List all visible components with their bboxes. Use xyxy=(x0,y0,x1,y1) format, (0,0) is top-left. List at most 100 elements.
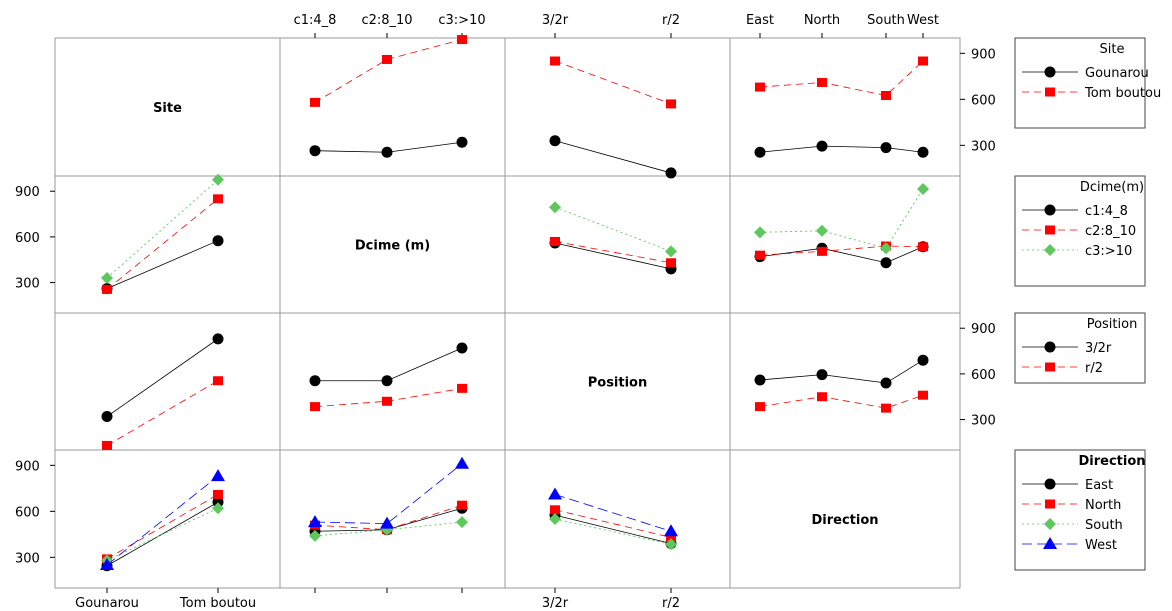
y-tick-label-300: 300 xyxy=(15,551,40,566)
point-c3-10-south xyxy=(880,242,892,255)
series-line-east xyxy=(554,514,672,544)
point-c3-10-r-2 xyxy=(665,245,677,258)
y-tick-label-300: 300 xyxy=(15,277,40,292)
y-tick-label-300: 300 xyxy=(971,414,996,429)
legend-entry-c3-10: c3:>10 xyxy=(1085,244,1132,259)
legend-entry-r-2: r/2 xyxy=(1085,361,1103,376)
legend-title-direction: Direction xyxy=(1078,454,1145,469)
point-c2-8-10-west xyxy=(918,242,928,252)
legend-entry-c2-8-10: c2:8_10 xyxy=(1085,224,1136,239)
point-r-2-gounarou xyxy=(102,440,112,450)
top-tick-label-c1-4-8: c1:4_8 xyxy=(294,13,337,28)
panel-r2-c0 xyxy=(54,312,281,451)
point-gounarou-east xyxy=(754,146,766,158)
point-south-3-2r xyxy=(549,513,561,525)
point-south-r-2 xyxy=(665,538,677,551)
series-line-west xyxy=(314,463,463,525)
series-line-c3-10 xyxy=(106,179,219,279)
point-west-c1-4-8 xyxy=(308,515,322,528)
factor-label-site: Site xyxy=(153,101,182,116)
legend-box-site xyxy=(1014,37,1146,129)
point-tom-boutou-c2-8-10 xyxy=(382,54,392,64)
point-r-2-east xyxy=(755,402,765,412)
point-tom-boutou-south xyxy=(881,91,891,100)
legend-title-dcime-m: Dcime(m) xyxy=(1080,180,1144,195)
legend-marker-west xyxy=(1043,537,1057,549)
point-west-tom-boutou xyxy=(211,469,225,482)
series-line-west xyxy=(106,475,219,566)
point-tom-boutou-r-2 xyxy=(666,99,676,109)
series-line-c2-8-10 xyxy=(759,245,924,256)
point-r-2-c1-4-8 xyxy=(310,402,320,412)
legend-marker-east xyxy=(1044,478,1056,490)
point-c3-10-north xyxy=(816,224,828,237)
point-south-tom-boutou xyxy=(212,502,224,515)
point-north-3-2r xyxy=(550,505,560,515)
point-r-2-c2-8-10 xyxy=(382,396,392,406)
point-north-tom-boutou xyxy=(213,489,223,499)
point-c3-10-west xyxy=(917,182,929,195)
legend-marker-c1-4-8 xyxy=(1044,204,1056,216)
series-line-tom-boutou xyxy=(554,60,672,105)
series-line-c1-4-8 xyxy=(554,242,672,270)
point-west-r-2 xyxy=(664,524,678,537)
y-tick-label-900: 900 xyxy=(15,185,40,200)
point-c3-10-3-2r xyxy=(549,201,561,214)
y-tick-label-600: 600 xyxy=(15,231,40,246)
legend-entry-3-2r: 3/2r xyxy=(1085,341,1112,356)
series-line-south xyxy=(554,518,672,545)
factor-label-position: Position xyxy=(588,376,648,391)
series-line-c2-8-10 xyxy=(554,241,672,264)
point-r-2-c3-10 xyxy=(457,383,467,393)
legend-entry-tom-boutou: Tom boutou xyxy=(1084,86,1161,101)
series-line-3-2r xyxy=(106,338,219,417)
series-line-gounarou xyxy=(759,145,924,153)
bottom-tick-label-r-2: r/2 xyxy=(662,596,680,611)
bottom-tick-label-3-2r: 3/2r xyxy=(542,596,569,611)
panel-r3-c2 xyxy=(504,449,731,589)
point-tom-boutou-3-2r xyxy=(550,56,560,66)
point-c3-10-east xyxy=(754,226,766,239)
panel-r1-c2 xyxy=(504,175,731,314)
top-tick-label-c3-10: c3:>10 xyxy=(438,13,485,28)
point-3-2r-west xyxy=(917,354,929,366)
point-3-2r-tom-boutou xyxy=(212,333,224,345)
legend-entry-west: West xyxy=(1085,538,1117,553)
series-line-c2-8-10 xyxy=(106,198,219,290)
point-tom-boutou-north xyxy=(817,77,827,87)
point-east-tom-boutou xyxy=(212,496,224,508)
point-gounarou-r-2 xyxy=(665,167,677,179)
point-gounarou-3-2r xyxy=(549,135,561,147)
point-r-2-west xyxy=(918,390,928,400)
legend-box-direction xyxy=(1014,449,1146,571)
point-c2-8-10-north xyxy=(817,246,827,256)
legend-marker-3-2r xyxy=(1044,341,1056,353)
point-3-2r-c1-4-8 xyxy=(309,375,321,387)
series-line-3-2r xyxy=(759,359,924,384)
panel-r3-c0 xyxy=(54,449,281,589)
legend-entry-c1-4-8: c1:4_8 xyxy=(1085,204,1128,219)
legend-marker-north xyxy=(1045,499,1055,509)
legend-marker-c3-10 xyxy=(1044,244,1056,256)
series-line-r-2 xyxy=(106,380,219,446)
y-tick-label-600: 600 xyxy=(971,368,996,383)
point-3-2r-gounarou xyxy=(101,411,113,423)
point-c2-8-10-gounarou xyxy=(102,284,112,294)
legend-marker-south xyxy=(1044,518,1056,530)
legend-marker-tom-boutou xyxy=(1045,87,1055,97)
top-tick-label-south: South xyxy=(867,13,905,28)
point-3-2r-c2-8-10 xyxy=(381,375,393,387)
series-line-r-2 xyxy=(759,394,924,409)
top-tick-label-east: East xyxy=(746,13,774,28)
point-3-2r-c3-10 xyxy=(456,342,468,354)
top-tick-label-3-2r: 3/2r xyxy=(542,13,569,28)
y-tick-label-900: 900 xyxy=(15,459,40,474)
point-c3-10-tom-boutou xyxy=(212,173,224,186)
point-south-c3-10 xyxy=(456,516,468,529)
panel-r0-c2 xyxy=(504,37,731,177)
point-tom-boutou-c1-4-8 xyxy=(310,97,320,107)
top-tick-label-r-2: r/2 xyxy=(662,13,680,28)
top-tick-label-west: West xyxy=(907,13,939,28)
series-line-c1-4-8 xyxy=(106,240,219,290)
